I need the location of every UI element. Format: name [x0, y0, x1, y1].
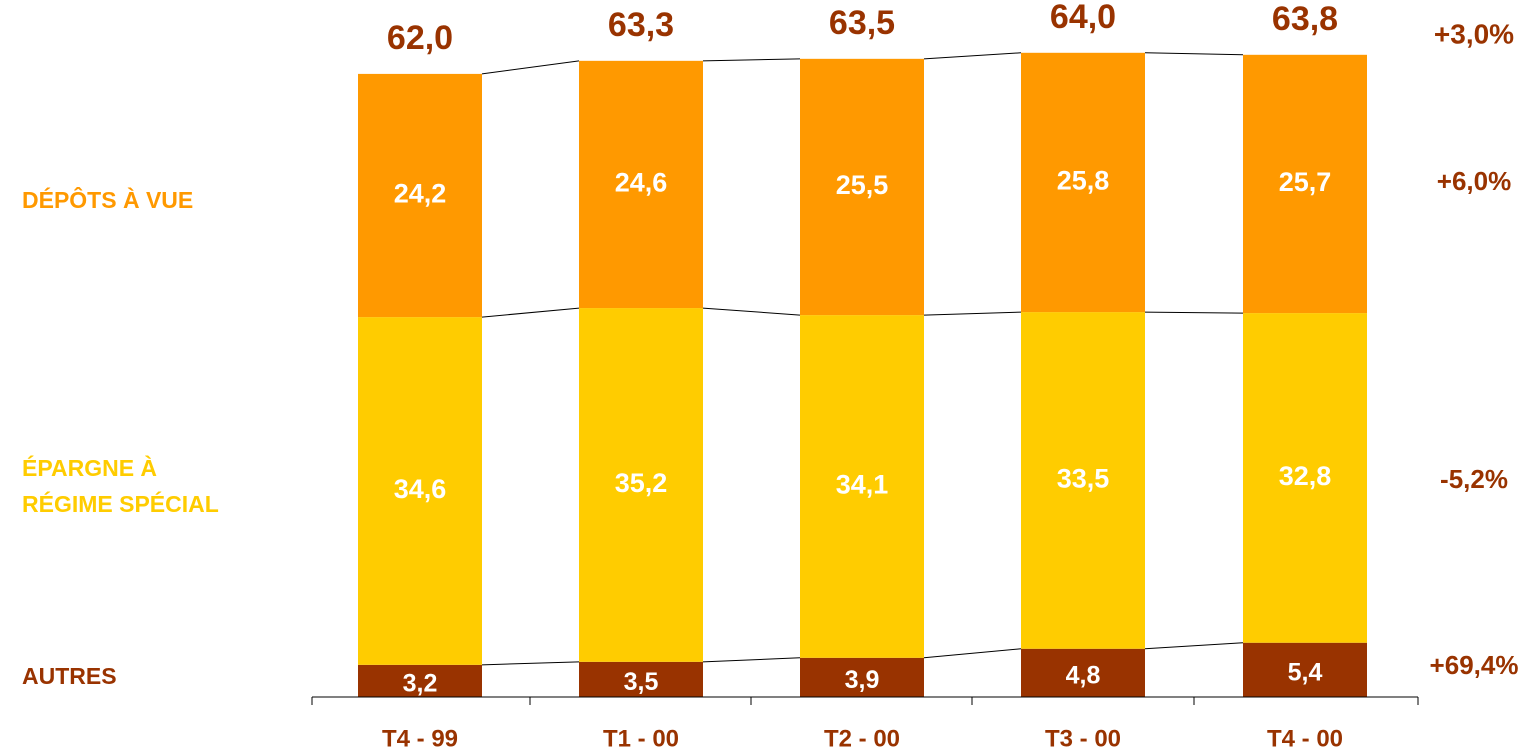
value-label-depots-3: 25,8 [1057, 166, 1110, 196]
value-label-depots-4: 25,7 [1279, 167, 1332, 197]
total-label-2: 63,5 [829, 4, 895, 42]
category-label-2: T2 - 00 [824, 725, 900, 752]
bar-depots-4 [1243, 54, 1367, 314]
total-label-4: 63,8 [1272, 0, 1338, 38]
connector-line [702, 307, 801, 316]
category-label-4: T4 - 00 [1267, 725, 1343, 752]
series-label-depots-a-vue: DÉPÔTS À VUE [22, 187, 194, 213]
bar-autres-3 [1021, 648, 1145, 697]
bar-autres-1 [579, 661, 703, 697]
value-label-depots-0: 24,2 [394, 179, 447, 209]
change-label-depots: +6,0% [1437, 166, 1511, 196]
value-label-epargne-4: 32,8 [1279, 461, 1332, 491]
bar-epargne-2 [800, 315, 924, 658]
value-label-autres-3: 4,8 [1066, 661, 1101, 689]
change-label-total: +3,0% [1434, 18, 1514, 49]
connector-line [1144, 311, 1244, 314]
connector-line [1144, 52, 1244, 56]
total-label-1: 63,3 [608, 6, 674, 44]
series-label-autres: AUTRES [22, 663, 117, 689]
value-label-depots-1: 24,6 [615, 168, 668, 198]
bar-depots-0 [358, 73, 482, 318]
series-label-epargne-regime-special: ÉPARGNE À RÉGIME SPÉCIAL [22, 455, 219, 517]
value-label-depots-2: 25,5 [836, 170, 889, 200]
connector-line [481, 661, 580, 666]
change-label-epargne: -5,2% [1440, 464, 1508, 494]
value-label-autres-0: 3,2 [403, 670, 438, 698]
connector-line [702, 657, 801, 663]
total-label-3: 64,0 [1050, 0, 1116, 36]
bar-autres-2 [800, 657, 924, 697]
connector-line [923, 648, 1022, 659]
connector-line [923, 52, 1022, 60]
value-label-epargne-3: 33,5 [1057, 464, 1110, 494]
bar-depots-2 [800, 58, 924, 316]
bar-depots-3 [1021, 52, 1145, 313]
total-label-0: 62,0 [387, 19, 453, 57]
value-label-epargne-1: 35,2 [615, 468, 668, 498]
connector-line [1144, 642, 1244, 650]
bar-autres-0 [358, 664, 482, 697]
connector-line [702, 58, 801, 62]
bar-epargne-3 [1021, 312, 1145, 649]
category-label-3: T3 - 00 [1045, 725, 1121, 752]
connector-line [481, 307, 580, 318]
value-label-epargne-2: 34,1 [836, 470, 889, 500]
bar-epargne-0 [358, 317, 482, 665]
category-label-0: T4 - 99 [382, 725, 458, 752]
connector-line [481, 60, 580, 75]
bar-epargne-4 [1243, 313, 1367, 643]
bar-epargne-1 [579, 308, 703, 662]
bar-autres-4 [1243, 642, 1367, 697]
category-label-1: T1 - 00 [603, 725, 679, 752]
connector-line [923, 311, 1022, 316]
value-label-autres-4: 5,4 [1288, 658, 1323, 686]
change-label-autres: +69,4% [1430, 650, 1519, 680]
value-label-autres-1: 3,5 [624, 668, 659, 696]
bar-depots-1 [579, 60, 703, 309]
value-label-epargne-0: 34,6 [394, 474, 447, 504]
value-label-autres-2: 3,9 [845, 666, 880, 694]
